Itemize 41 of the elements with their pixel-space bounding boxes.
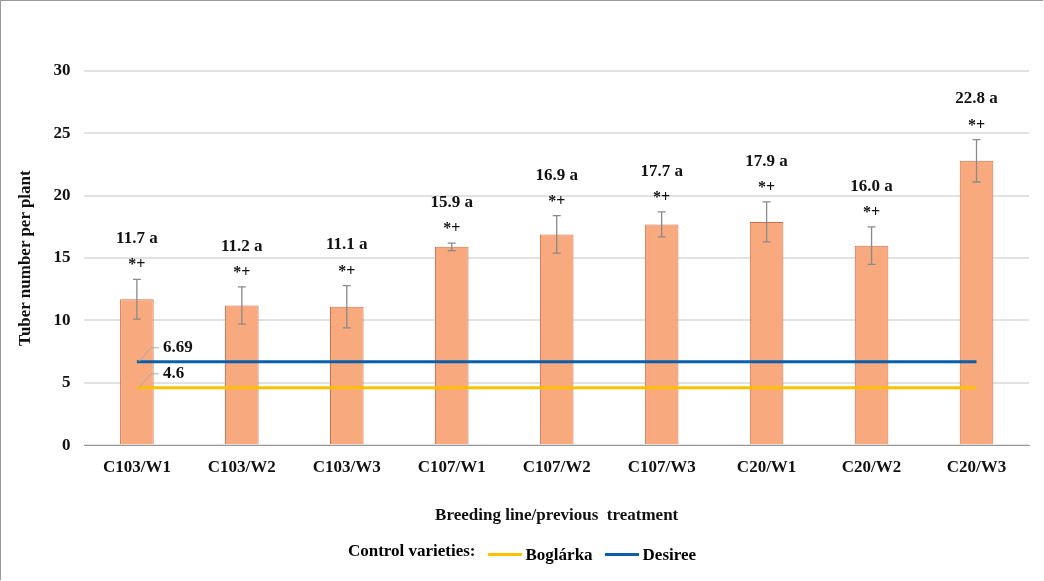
data-label: 16.9 a [535, 164, 579, 184]
annotation: *+ [338, 261, 356, 279]
x-tick-label: C20/W3 [946, 456, 1007, 476]
data-label: 17.9 a [745, 150, 789, 170]
x-tick-label: C103/W2 [207, 456, 276, 476]
data-label: 11.7 a [116, 228, 159, 248]
data-label: 16.0 a [850, 175, 894, 195]
y-tick-label: 10 [53, 309, 71, 329]
x-axis-title: Breeding line/previous treatment [435, 505, 679, 525]
data-label: 17.7 a [640, 160, 684, 180]
y-axis-title: Tuber number per plant [14, 169, 34, 346]
data-label: 15.9 a [430, 192, 474, 212]
annotation: *+ [233, 262, 251, 280]
annotation: *+ [967, 115, 986, 133]
y-tick-label: 30 [53, 60, 71, 80]
annotation: *+ [653, 188, 671, 206]
x-tick-label: C20/W1 [736, 456, 797, 476]
data-label: 4.6 [162, 363, 185, 383]
x-tick-label: C107/W3 [627, 456, 696, 476]
x-tick-label: C107/W1 [417, 456, 486, 476]
annotation: *+ [548, 191, 566, 209]
y-tick-label: 25 [53, 122, 71, 142]
legend-label: Desiree [642, 544, 697, 565]
annotation: *+ [758, 178, 776, 196]
y-tick-label: 5 [61, 372, 71, 392]
x-tick-label: C103/W3 [312, 456, 381, 476]
legend-title: Control varieties: [347, 541, 476, 560]
y-tick-label: 0 [61, 434, 71, 454]
data-label: 6.69 [162, 337, 193, 357]
y-tick-label: 15 [53, 247, 71, 267]
data-label: 22.8 a [955, 88, 999, 108]
x-tick-label: C107/W2 [522, 456, 591, 476]
annotation: *+ [128, 255, 146, 273]
data-label: 11.1 a [326, 234, 369, 254]
annotation: *+ [863, 203, 881, 221]
x-tick-label: C103/W1 [102, 456, 171, 476]
y-tick-label: 20 [53, 185, 71, 205]
annotation: *+ [443, 219, 461, 237]
data-label: 11.2 a [221, 235, 264, 255]
x-tick-label: C20/W2 [841, 456, 902, 476]
legend-label: Boglárka [525, 544, 593, 565]
